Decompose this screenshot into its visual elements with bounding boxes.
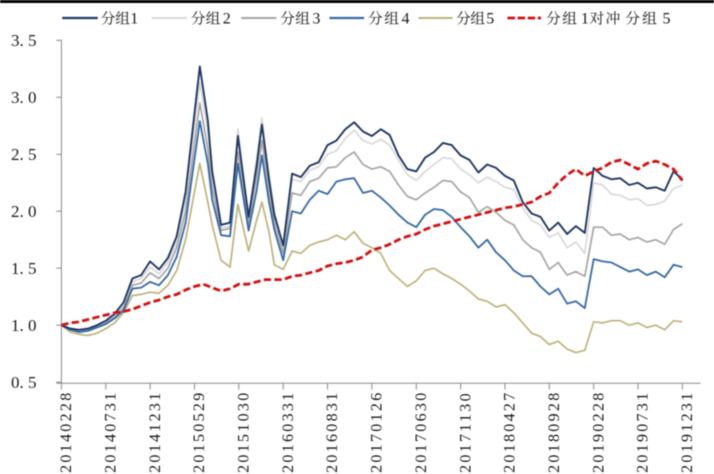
svg-text:2. 0: 2. 0 xyxy=(11,202,37,221)
svg-text:1. 5: 1. 5 xyxy=(11,259,37,278)
svg-text:20190731: 20190731 xyxy=(635,390,652,472)
svg-text:20170630: 20170630 xyxy=(413,390,430,472)
svg-text:2: 2 xyxy=(223,11,231,28)
svg-text:1: 1 xyxy=(130,11,138,28)
svg-text:20191231: 20191231 xyxy=(679,390,696,472)
svg-text:2. 5: 2. 5 xyxy=(11,145,37,164)
svg-text:1. 0: 1. 0 xyxy=(11,316,37,335)
svg-text:20151030: 20151030 xyxy=(236,390,253,472)
svg-text:20190228: 20190228 xyxy=(590,390,607,472)
svg-text:3. 5: 3. 5 xyxy=(11,31,37,50)
svg-text:3. 0: 3. 0 xyxy=(11,88,37,107)
svg-text:20140228: 20140228 xyxy=(58,390,75,472)
svg-text:20160831: 20160831 xyxy=(324,390,341,472)
svg-text:1: 1 xyxy=(581,11,589,28)
svg-text:4: 4 xyxy=(402,11,410,28)
svg-text:20170126: 20170126 xyxy=(369,390,386,472)
svg-text:20140731: 20140731 xyxy=(103,390,120,472)
svg-text:20150529: 20150529 xyxy=(191,390,208,472)
svg-text:0. 5: 0. 5 xyxy=(11,373,37,392)
svg-text:5: 5 xyxy=(486,11,494,28)
svg-text:3: 3 xyxy=(312,11,320,28)
svg-text:20180427: 20180427 xyxy=(502,390,519,472)
svg-text:20141231: 20141231 xyxy=(147,390,164,472)
svg-text:20180928: 20180928 xyxy=(546,390,563,472)
svg-text:5: 5 xyxy=(663,11,671,28)
svg-text:20171130: 20171130 xyxy=(457,391,474,473)
svg-text:20160331: 20160331 xyxy=(280,390,297,472)
